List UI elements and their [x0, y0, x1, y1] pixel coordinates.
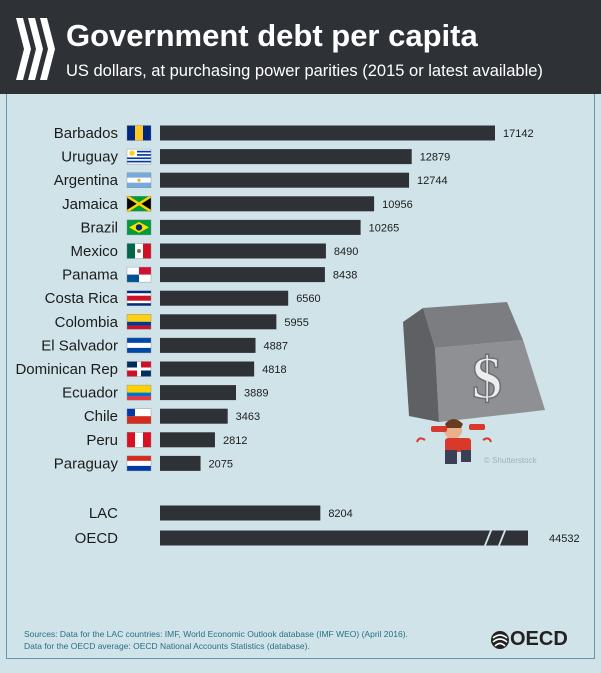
oecd-logo: OECD: [490, 626, 580, 652]
value-label: 10956: [382, 199, 413, 211]
flag-argentina-icon: [126, 172, 152, 188]
flag-costa-rica-icon: [126, 290, 152, 306]
debt-weight-illustration: $: [403, 302, 545, 464]
category-label: OECD: [75, 530, 119, 547]
bar-panama: [160, 267, 325, 283]
category-label: Argentina: [54, 172, 119, 189]
source-line-1: Sources: Data for the LAC countries: IMF…: [24, 629, 408, 639]
value-label: 4887: [264, 340, 288, 352]
bar-costa-rica: [160, 290, 289, 306]
value-label: 4818: [262, 364, 286, 376]
category-label: LAC: [89, 505, 118, 522]
flag-panama-icon: [126, 266, 152, 283]
oecd-chevrons-icon: [16, 18, 55, 80]
oecd-logo-text: OECD: [510, 628, 568, 650]
category-label: Jamaica: [62, 196, 119, 213]
category-label: Paraguay: [54, 455, 119, 472]
bar-jamaica: [160, 196, 375, 212]
value-label: 8204: [328, 508, 352, 520]
sources-note: Sources: Data for the LAC countries: IMF…: [24, 628, 408, 652]
header: Government debt per capita US dollars, a…: [0, 0, 601, 94]
value-label: 8490: [334, 246, 358, 258]
bar-oecd-broken: [160, 530, 528, 546]
value-label: 44532: [549, 533, 580, 545]
bar-el-salvador: [160, 337, 256, 353]
category-label: El Salvador: [41, 337, 118, 354]
oecd-globe-icon: [491, 631, 509, 649]
page-subtitle: US dollars, at purchasing power parities…: [66, 62, 543, 80]
flag-colombia-icon: [126, 314, 152, 330]
bar-lac: [160, 505, 321, 521]
source-line-2: Data for the OECD average: OECD National…: [24, 641, 310, 651]
value-label: 3889: [244, 388, 268, 400]
bar-peru: [160, 432, 215, 448]
category-label: Colombia: [55, 314, 119, 331]
flag-paraguay-icon: [126, 455, 152, 472]
category-label: Brazil: [80, 219, 118, 236]
svg-text:$: $: [472, 345, 502, 411]
value-label: 5955: [284, 317, 308, 329]
category-label: Uruguay: [61, 149, 118, 166]
category-label: Chile: [84, 408, 118, 425]
value-label: 12744: [417, 175, 448, 187]
value-label: 2812: [223, 435, 247, 447]
bar-uruguay: [160, 149, 412, 165]
value-label: 8438: [333, 270, 357, 282]
category-label: Dominican Rep: [15, 361, 118, 378]
value-label: 10265: [369, 222, 400, 234]
flag-peru-icon: [126, 432, 152, 448]
category-label: Costa Rica: [45, 290, 119, 307]
value-label: 12879: [420, 152, 451, 164]
page-title: Government debt per capita: [66, 18, 478, 53]
bar-barbados: [160, 125, 495, 141]
category-label: Peru: [86, 432, 118, 449]
flag-mexico-icon: [126, 243, 152, 259]
category-label: Barbados: [54, 125, 118, 142]
flag-barbados-icon: [126, 125, 152, 141]
bar-chile: [160, 408, 228, 424]
category-label: Ecuador: [62, 385, 118, 402]
bar-brazil: [160, 219, 361, 235]
bar-mexico: [160, 243, 326, 259]
value-label: 2075: [209, 458, 233, 470]
bar-ecuador: [160, 385, 237, 401]
category-label: Panama: [62, 267, 119, 284]
flag-dominican-rep-icon: [126, 361, 152, 377]
bar-dominican-rep: [160, 361, 255, 377]
bar-paraguay: [160, 455, 201, 471]
image-credit: © Shutterstock: [484, 456, 537, 465]
bar-argentina: [160, 172, 410, 188]
value-label: 17142: [503, 128, 534, 140]
flag-el-salvador-icon: [126, 337, 152, 354]
flag-chile-icon: [126, 408, 152, 424]
bar-colombia: [160, 314, 277, 330]
flag-uruguay-icon: [126, 148, 152, 165]
flag-ecuador-icon: [126, 384, 152, 401]
value-label: 3463: [236, 411, 260, 423]
category-label: Mexico: [70, 243, 118, 260]
flag-brazil-icon: [126, 219, 152, 236]
value-label: 6560: [296, 293, 320, 305]
flag-jamaica-icon: [126, 195, 152, 213]
